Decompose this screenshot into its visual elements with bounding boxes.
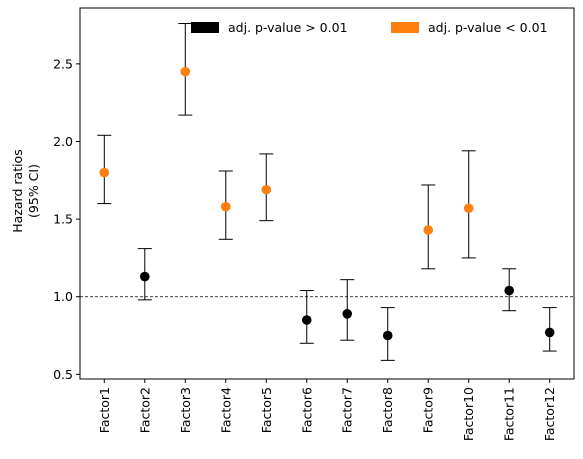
data-point: [382, 330, 393, 341]
data-point: [301, 315, 312, 325]
x-tick-label: Factor3: [178, 387, 193, 433]
data-point: [180, 66, 191, 77]
legend-swatch-significant: [391, 22, 419, 33]
data-point: [544, 327, 555, 338]
y-tick-label: 1.0: [53, 289, 73, 304]
y-tick-label: 0.5: [53, 367, 73, 382]
error-bar-group: [542, 307, 557, 352]
data-point: [261, 184, 272, 195]
legend-label-not-significant: adj. p-value > 0.01: [228, 20, 348, 35]
error-bar-group: [299, 290, 314, 344]
x-tick-label: Factor8: [380, 387, 395, 433]
data-point: [139, 271, 150, 282]
error-bar-group: [218, 170, 233, 240]
error-bar-group: [461, 150, 476, 259]
data-point: [220, 201, 231, 212]
error-bar-group: [259, 153, 274, 222]
y-axis-label-line2: (95% CI): [26, 164, 41, 218]
x-tick-label: Factor5: [259, 387, 274, 433]
x-tick-label: Factor12: [542, 387, 557, 441]
error-bar-group: [178, 23, 193, 116]
error-bar-group: [97, 134, 112, 205]
data-point: [342, 309, 353, 319]
error-bar-group: [502, 268, 517, 312]
error-bar-group: [137, 248, 152, 301]
legend: adj. p-value > 0.01 adj. p-value < 0.01: [191, 20, 548, 35]
data-point: [463, 203, 474, 214]
y-tick-label: 2.5: [53, 56, 73, 71]
y-tick-label: 2.0: [53, 134, 73, 149]
x-tick-label: Factor7: [340, 387, 355, 433]
x-tick-label: Factor9: [421, 387, 436, 433]
error-bar-group: [421, 184, 436, 270]
x-tick-label: Factor4: [218, 387, 233, 433]
data-point: [99, 167, 110, 178]
data-point: [423, 225, 434, 235]
y-tick-label: 1.5: [53, 212, 73, 227]
x-tick-label: Factor11: [502, 387, 517, 441]
x-tick-label: Factor2: [137, 387, 152, 433]
legend-label-significant: adj. p-value < 0.01: [428, 20, 548, 35]
error-bar-group: [380, 307, 395, 361]
y-axis-label-line1: Hazard ratios: [10, 149, 25, 232]
y-axis-label: Hazard ratios (95% CI): [10, 149, 41, 232]
x-tick-label: Factor10: [461, 387, 476, 441]
plot-area-frame: [79, 7, 575, 380]
x-tick-label: Factor1: [97, 387, 112, 433]
error-bar-group: [340, 279, 355, 341]
x-tick-label: Factor6: [299, 387, 314, 433]
data-point: [504, 285, 515, 296]
legend-swatch-not-significant: [191, 22, 219, 33]
